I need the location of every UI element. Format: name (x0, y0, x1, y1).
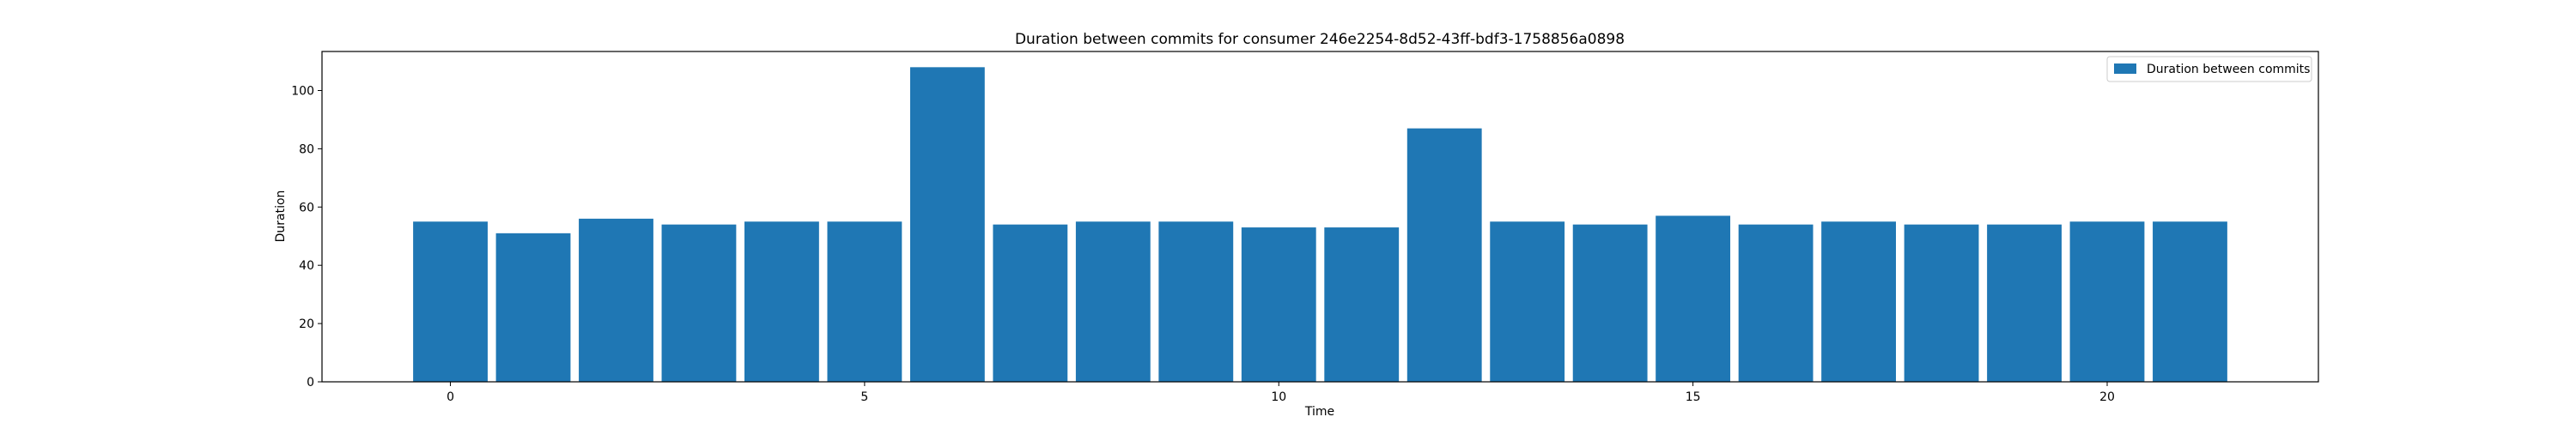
plot-area (322, 51, 2318, 382)
x-tick-label-10: 10 (1271, 390, 1286, 404)
bar-10 (1241, 227, 1316, 382)
bar-15 (1656, 215, 1731, 382)
bars-group (413, 67, 2227, 382)
bar-18 (1904, 224, 1979, 382)
bar-8 (1075, 221, 1151, 382)
y-tick-label-40: 40 (299, 259, 314, 273)
bar-16 (1738, 224, 1814, 382)
bar-6 (909, 67, 985, 382)
bar-21 (2153, 221, 2227, 382)
x-tick-label-20: 20 (2099, 390, 2115, 404)
bar-9 (1158, 221, 1234, 382)
bar-0 (413, 221, 488, 382)
x-tick-label-15: 15 (1686, 390, 1701, 404)
bar-12 (1406, 128, 1482, 382)
bar-19 (1987, 224, 2062, 382)
bar-2 (579, 218, 653, 382)
legend-label: Duration between commits (2147, 63, 2310, 76)
y-tick-label-80: 80 (299, 142, 314, 156)
bar-14 (1572, 224, 1648, 382)
x-tick-label-5: 5 (860, 390, 868, 404)
legend-swatch (2114, 63, 2136, 74)
bar-3 (661, 224, 737, 382)
x-axis-label: Time (1304, 405, 1334, 419)
x-axis-ticks: 0 5 10 15 20 (447, 382, 2115, 404)
bar-1 (495, 233, 571, 382)
legend-box (2106, 56, 2312, 82)
plot-frame (321, 51, 2319, 383)
y-axis-ticks: 0 20 40 60 80 100 (291, 84, 322, 390)
bar-20 (2069, 221, 2145, 382)
bar-11 (1324, 227, 1400, 382)
bar-5 (827, 221, 902, 382)
y-tick-label-60: 60 (299, 201, 314, 214)
bar-7 (993, 224, 1068, 382)
bar-13 (1490, 221, 1565, 382)
bar-4 (744, 221, 819, 382)
y-tick-label-20: 20 (299, 317, 314, 331)
y-tick-label-0: 0 (307, 376, 314, 390)
y-tick-label-100: 100 (291, 84, 314, 98)
legend: Duration between commits (2106, 56, 2312, 82)
chart-title: Duration between commits for consumer 24… (1015, 31, 1625, 48)
y-axis-label: Duration (274, 190, 288, 243)
x-tick-label-0: 0 (447, 390, 454, 404)
bar-17 (1821, 221, 1896, 382)
